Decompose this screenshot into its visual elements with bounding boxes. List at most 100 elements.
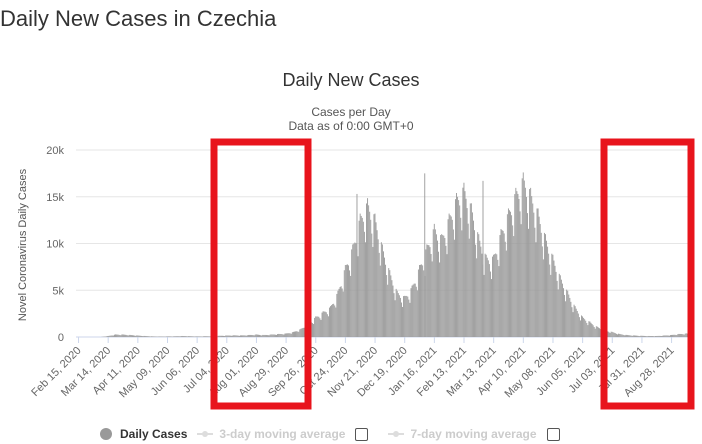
highlight-annotations <box>210 138 695 410</box>
bar <box>568 294 570 337</box>
bar <box>378 252 380 337</box>
bar <box>495 253 497 337</box>
bar <box>624 335 626 337</box>
bar <box>566 289 568 337</box>
bar <box>371 233 373 337</box>
bar <box>444 238 446 337</box>
bar <box>133 335 134 337</box>
bar <box>467 223 469 337</box>
bar <box>637 335 639 337</box>
bar <box>483 274 485 337</box>
bar <box>664 335 666 337</box>
bar <box>412 284 414 337</box>
bar <box>427 244 429 337</box>
bar <box>597 327 599 337</box>
bar <box>342 291 344 337</box>
y-tick-label: 10k <box>46 239 64 251</box>
bar <box>595 326 597 337</box>
bar <box>143 335 145 337</box>
bar <box>498 266 500 337</box>
legend-item-7-day-average[interactable]: 7-day moving average <box>388 427 569 441</box>
bar <box>468 238 470 337</box>
bar <box>584 319 586 337</box>
bar <box>586 322 588 337</box>
bar <box>256 334 258 337</box>
bar <box>545 234 546 337</box>
bar <box>297 331 299 337</box>
bar <box>507 208 509 337</box>
legend-item-3-day-average[interactable]: 3-day moving average <box>197 427 378 441</box>
bar <box>678 333 680 337</box>
bar <box>514 194 516 337</box>
bar <box>414 283 416 337</box>
bar <box>577 313 579 337</box>
bar <box>123 334 125 337</box>
bar <box>522 172 524 337</box>
bar <box>416 290 418 337</box>
bar <box>525 197 527 337</box>
bar <box>533 212 535 337</box>
bar <box>618 333 620 337</box>
bar <box>351 249 353 337</box>
bar <box>620 334 622 337</box>
bar <box>274 334 276 337</box>
bar <box>488 264 490 337</box>
bar <box>230 335 232 337</box>
bar <box>173 336 175 337</box>
bar <box>225 335 227 337</box>
bar <box>665 335 667 337</box>
bar <box>111 335 113 337</box>
bar <box>267 335 269 337</box>
bar <box>663 335 665 337</box>
bar <box>567 290 569 337</box>
checkbox-7-day-average[interactable] <box>546 427 560 441</box>
bar <box>389 270 391 337</box>
bar <box>317 316 319 337</box>
bar <box>114 334 115 337</box>
bar <box>175 336 177 337</box>
bar <box>510 211 511 337</box>
bar <box>394 300 396 337</box>
bar <box>223 335 224 337</box>
bar <box>653 336 654 337</box>
legend-item-daily-cases[interactable]: Daily Cases <box>100 427 187 441</box>
bar <box>355 243 357 337</box>
bar <box>292 331 294 337</box>
bar <box>316 316 318 337</box>
bar <box>649 336 651 337</box>
bar <box>139 335 141 337</box>
bar <box>673 334 675 337</box>
bar <box>197 336 199 337</box>
bar <box>582 316 584 337</box>
bar <box>668 335 670 337</box>
bar <box>284 333 286 337</box>
bar <box>326 314 328 337</box>
bar <box>592 325 594 337</box>
bar <box>672 334 674 337</box>
bar <box>241 335 242 337</box>
bar <box>125 334 127 337</box>
bar <box>553 260 555 337</box>
checkbox-3-day-average[interactable] <box>355 427 369 441</box>
bar <box>374 213 376 337</box>
bar <box>404 295 406 337</box>
bar <box>583 317 585 337</box>
bar <box>204 336 205 337</box>
bar <box>186 336 187 337</box>
bar <box>259 334 261 337</box>
legend-label: Daily Cases <box>120 427 188 441</box>
bar <box>296 331 298 337</box>
bar <box>276 334 277 337</box>
bar <box>671 334 672 337</box>
bar <box>588 321 590 337</box>
bar <box>106 336 108 337</box>
bar <box>515 187 517 337</box>
bar <box>117 334 119 337</box>
bar <box>484 253 486 337</box>
bar <box>446 254 448 337</box>
bar <box>402 306 403 337</box>
bar <box>655 335 657 337</box>
bar <box>524 187 526 337</box>
bar <box>576 310 578 337</box>
y-tick-label: 0 <box>58 332 64 344</box>
